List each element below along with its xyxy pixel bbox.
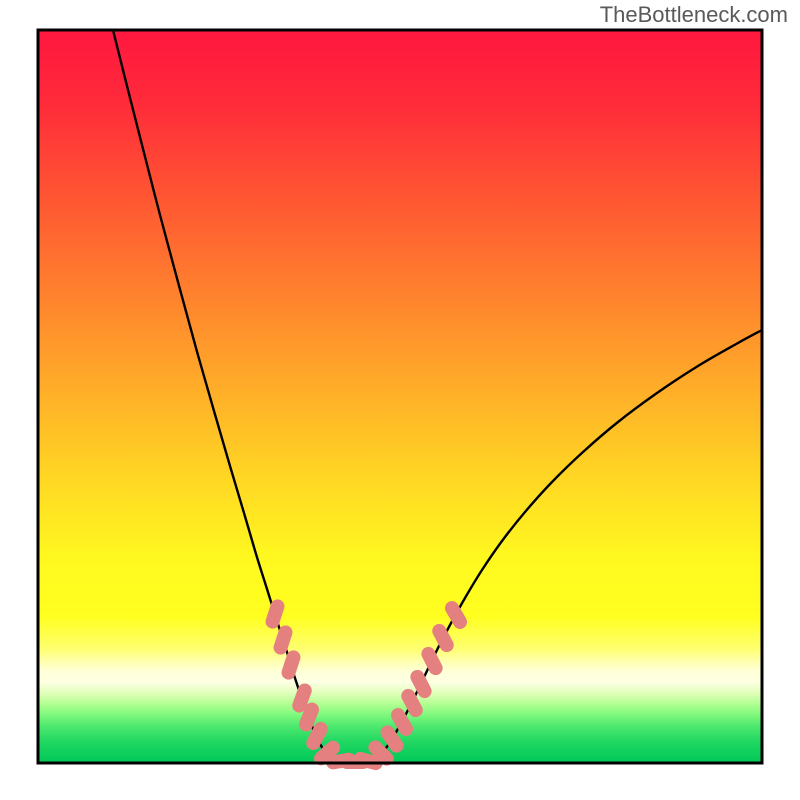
- chart-frame: TheBottleneck.com: [0, 0, 800, 800]
- chart-svg: [0, 0, 800, 800]
- watermark-text: TheBottleneck.com: [600, 2, 788, 28]
